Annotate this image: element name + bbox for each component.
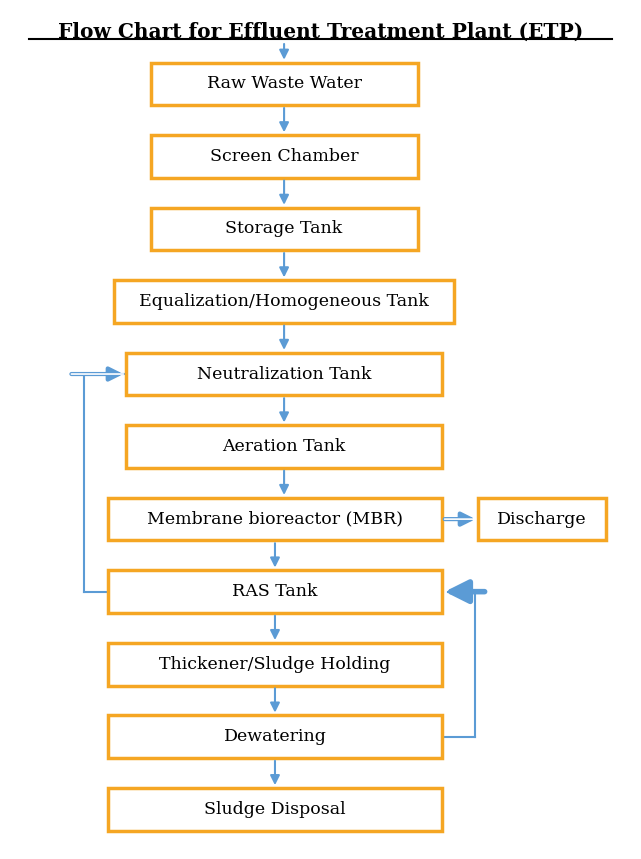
FancyBboxPatch shape bbox=[108, 716, 442, 758]
Text: Dewatering: Dewatering bbox=[224, 728, 326, 746]
FancyBboxPatch shape bbox=[151, 63, 418, 105]
Text: Screen Chamber: Screen Chamber bbox=[210, 148, 358, 165]
Text: Equalization/Homogeneous Tank: Equalization/Homogeneous Tank bbox=[139, 293, 429, 310]
FancyBboxPatch shape bbox=[108, 788, 442, 831]
Text: Sludge Disposal: Sludge Disposal bbox=[204, 801, 345, 818]
Text: RAS Tank: RAS Tank bbox=[232, 583, 318, 600]
FancyBboxPatch shape bbox=[108, 497, 442, 540]
Text: Neutralization Tank: Neutralization Tank bbox=[197, 366, 371, 382]
Text: Thickener/Sludge Holding: Thickener/Sludge Holding bbox=[160, 655, 390, 673]
Text: Discharge: Discharge bbox=[497, 510, 587, 527]
FancyBboxPatch shape bbox=[126, 425, 442, 468]
Text: Storage Tank: Storage Tank bbox=[226, 221, 343, 237]
Text: Flow Chart for Effluent Treatment Plant (ETP): Flow Chart for Effluent Treatment Plant … bbox=[58, 21, 583, 41]
FancyBboxPatch shape bbox=[108, 570, 442, 613]
FancyBboxPatch shape bbox=[114, 280, 454, 323]
Text: Aeration Tank: Aeration Tank bbox=[222, 438, 345, 455]
Text: Raw Waste Water: Raw Waste Water bbox=[206, 76, 362, 93]
FancyBboxPatch shape bbox=[151, 208, 418, 250]
Text: Membrane bioreactor (MBR): Membrane bioreactor (MBR) bbox=[147, 510, 403, 527]
FancyBboxPatch shape bbox=[151, 135, 418, 178]
FancyBboxPatch shape bbox=[478, 497, 606, 540]
FancyBboxPatch shape bbox=[126, 353, 442, 395]
FancyBboxPatch shape bbox=[108, 643, 442, 685]
